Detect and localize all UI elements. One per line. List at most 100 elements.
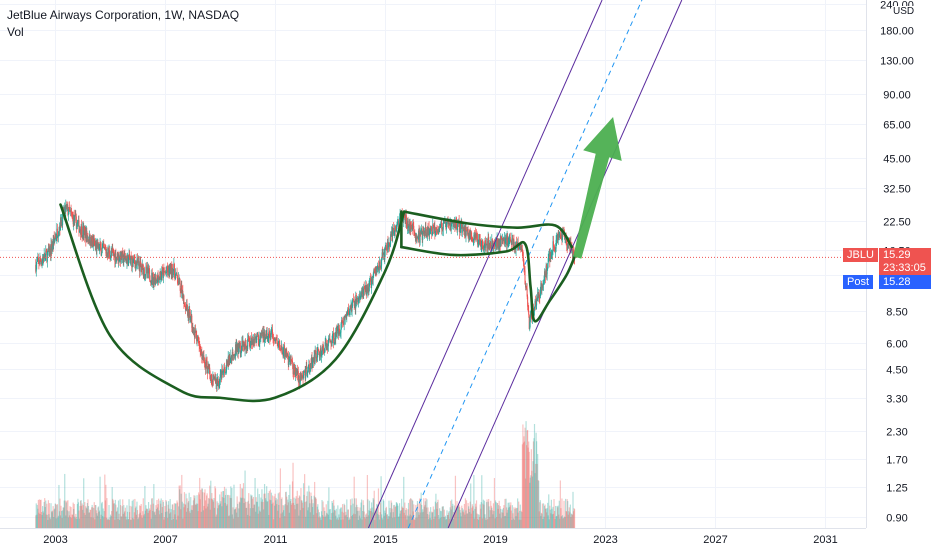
volume-bar [567,501,569,528]
candle-body [62,211,64,226]
volume-bar [511,519,513,528]
candle-body [45,250,47,255]
candle-body [472,240,474,242]
candle-body [454,225,456,228]
volume-bar [422,509,424,528]
volume-bar [219,494,221,528]
volume-bar [514,507,517,528]
candle-body [478,237,480,241]
candle-body [457,224,459,230]
candle-body [558,235,560,238]
volume-bar [494,500,497,528]
candle-body [519,244,521,247]
candle-body [280,346,282,350]
volume-bar [151,498,153,528]
volume-bar [74,518,76,528]
candle-body [387,241,389,248]
volume-bar [127,519,130,528]
candle-body [188,310,190,318]
volume-bar [325,504,327,528]
candle-body [550,252,552,259]
candle-body [158,277,160,283]
volume-bar [160,503,162,528]
candle-body [402,218,404,223]
candle-body [483,246,485,249]
volume-bar [143,513,145,528]
volume-bar [303,494,305,528]
candle-body [215,378,217,384]
volume-bar [292,462,294,528]
price-tick-label: 45.00 [883,154,911,166]
volume-bar [159,500,161,528]
candle-body [84,230,86,239]
volume-bar [346,499,348,528]
candle-body [225,371,227,373]
candle-body [72,216,74,225]
candle-body [521,248,523,251]
volume-bar [171,519,173,528]
candle-body [262,332,264,339]
volume-bar [270,500,272,528]
volume-bar [62,507,64,528]
volume-bar [539,500,541,528]
symbol-title[interactable]: JetBlue Airways Corporation, 1W, NASDAQ [7,8,240,22]
volume-bar [292,502,295,528]
volume-bar [528,441,530,528]
candle-body [409,224,411,232]
volume-bar [161,506,163,528]
drawings[interactable] [59,0,683,528]
volume-bar [473,475,475,528]
candle-body [118,254,120,262]
volume-bar [411,515,413,528]
volume-bar [275,497,277,528]
candle-body [511,237,513,239]
candle-body [298,375,300,384]
candle-body [572,250,574,258]
volume-bar [449,518,451,528]
candle-body [536,297,538,300]
candle-body [349,305,351,311]
candle-body [225,369,227,372]
candle-body [333,333,335,344]
volume-bar [36,514,38,528]
candle-body [379,261,381,267]
volume-bar [468,508,470,528]
volume-bar [54,508,56,528]
candle-body [201,351,203,360]
volume-bar [62,510,64,528]
volume-bar [315,497,317,528]
volume-bar [144,485,146,528]
volume-bar [242,483,245,528]
candle-body [535,305,537,307]
volume-bar [227,494,229,528]
volume-bar [530,449,532,528]
volume-bar [253,504,255,528]
candle-body [105,252,107,254]
volume-bar [243,498,246,528]
volume-bar [253,504,256,528]
candle-body [207,366,209,373]
volume-bar [213,498,215,528]
volume-bar [246,507,248,528]
volume-bar [529,482,531,528]
volume-indicator-label[interactable]: Vol [7,25,24,39]
volume-bar [262,509,265,528]
candle-body [486,244,488,246]
candle-body [547,258,549,264]
volume-bar [360,502,362,528]
volume-bar [523,441,526,528]
volume-bar [401,498,403,528]
volume-bar [394,506,396,528]
candle-body [388,242,390,246]
candle-body [126,255,128,259]
volume-bar [532,461,534,528]
candle-body [289,356,291,364]
volume-bar [121,506,123,528]
volume-bar [336,519,338,528]
volume-bar [433,518,435,528]
volume-bar [189,513,191,528]
candle-body [102,244,104,247]
volume-bar [542,519,544,528]
time-scale[interactable]: 2003 2007 2011 2015 2019 2023 2027 2031 [43,534,837,546]
